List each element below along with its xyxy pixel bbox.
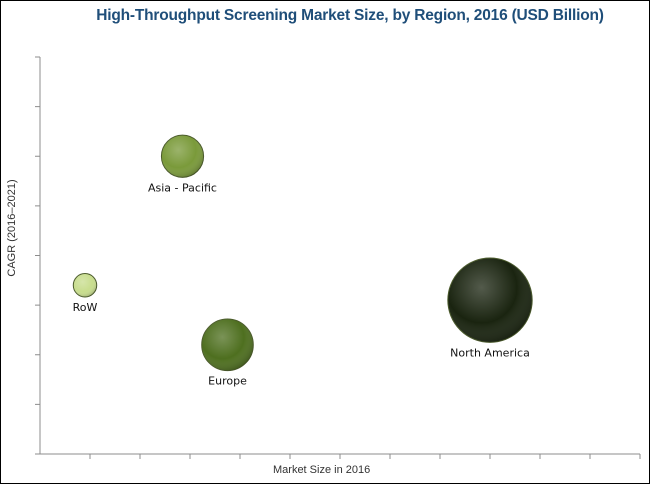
bubble-shading [201, 319, 254, 371]
bubble-label-north-america: North America [450, 346, 530, 359]
bubble-shading [73, 273, 97, 297]
bubble-label-europe: Europe [208, 375, 247, 388]
bubble-shading [447, 257, 533, 343]
bubble-label-asia-pacific: Asia - Pacific [148, 181, 217, 194]
bubble-label-row: RoW [73, 301, 98, 314]
axes [35, 56, 641, 459]
x-axis-label: Market Size in 2016 [273, 464, 371, 476]
bubble-shading [161, 135, 204, 178]
chart-title: High-Throughput Screening Market Size, b… [96, 7, 604, 24]
bubbles: Asia - Pacific RoW Europe North America [73, 134, 533, 388]
